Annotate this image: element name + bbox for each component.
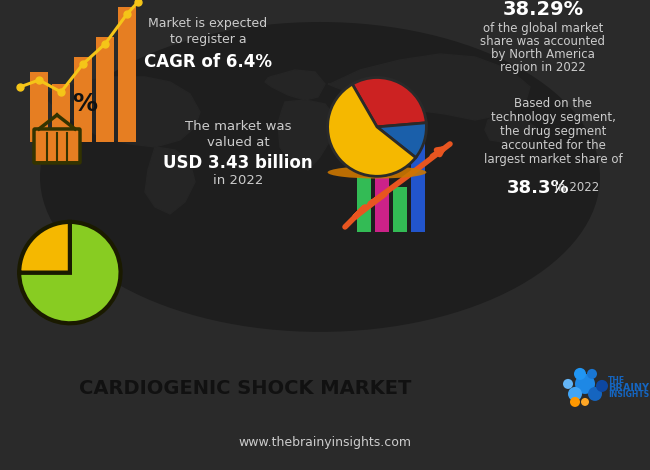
Circle shape bbox=[587, 369, 597, 379]
Circle shape bbox=[596, 380, 608, 392]
Text: The market was: The market was bbox=[185, 120, 291, 133]
Circle shape bbox=[581, 398, 589, 406]
Text: CARDIOGENIC SHOCK MARKET: CARDIOGENIC SHOCK MARKET bbox=[79, 379, 411, 399]
Circle shape bbox=[574, 368, 586, 380]
Text: CAGR of 6.4%: CAGR of 6.4% bbox=[144, 53, 272, 71]
Bar bbox=[375, 157, 389, 232]
Text: %: % bbox=[73, 92, 98, 116]
Text: accounted for the: accounted for the bbox=[500, 140, 605, 152]
Polygon shape bbox=[328, 54, 530, 120]
Wedge shape bbox=[377, 123, 426, 157]
Bar bbox=[118, 7, 136, 142]
Wedge shape bbox=[352, 78, 426, 127]
Circle shape bbox=[568, 387, 582, 401]
Bar bbox=[52, 84, 70, 142]
Text: by North America: by North America bbox=[491, 48, 595, 62]
Bar bbox=[411, 117, 425, 232]
Text: INSIGHTS: INSIGHTS bbox=[608, 391, 649, 400]
Bar bbox=[74, 57, 92, 142]
Text: of the global market: of the global market bbox=[483, 23, 603, 36]
Text: THE: THE bbox=[608, 376, 625, 385]
Ellipse shape bbox=[40, 22, 600, 332]
Text: 38.29%: 38.29% bbox=[502, 0, 584, 19]
Polygon shape bbox=[485, 114, 535, 144]
Text: www.thebrainyinsights.com: www.thebrainyinsights.com bbox=[239, 437, 411, 449]
Text: technology segment,: technology segment, bbox=[491, 111, 616, 125]
Text: valued at: valued at bbox=[207, 136, 269, 149]
Text: to register a: to register a bbox=[170, 33, 246, 47]
Bar bbox=[30, 72, 48, 142]
Text: the drug segment: the drug segment bbox=[500, 125, 606, 139]
Circle shape bbox=[570, 397, 580, 407]
Text: largest market share of: largest market share of bbox=[484, 154, 622, 166]
Wedge shape bbox=[328, 84, 416, 176]
Bar bbox=[357, 177, 371, 232]
Text: BRAINY: BRAINY bbox=[608, 383, 649, 393]
Polygon shape bbox=[145, 147, 195, 214]
Text: share was accounted: share was accounted bbox=[480, 36, 606, 48]
FancyBboxPatch shape bbox=[34, 129, 80, 163]
Text: in 2022: in 2022 bbox=[551, 181, 599, 195]
Circle shape bbox=[588, 387, 602, 401]
Text: USD 3.43 billion: USD 3.43 billion bbox=[163, 154, 313, 172]
Polygon shape bbox=[278, 100, 335, 170]
Circle shape bbox=[575, 374, 595, 394]
Circle shape bbox=[563, 379, 573, 389]
Text: Market is expected: Market is expected bbox=[148, 17, 268, 31]
Text: in 2022: in 2022 bbox=[213, 174, 263, 188]
Text: region in 2022: region in 2022 bbox=[500, 62, 586, 74]
Bar bbox=[96, 37, 114, 142]
Wedge shape bbox=[19, 222, 120, 323]
Wedge shape bbox=[19, 222, 70, 273]
Polygon shape bbox=[45, 77, 200, 147]
Polygon shape bbox=[265, 70, 325, 100]
Bar bbox=[393, 187, 407, 232]
Ellipse shape bbox=[328, 166, 426, 179]
Text: Based on the: Based on the bbox=[514, 97, 592, 110]
Text: 38.3%: 38.3% bbox=[507, 179, 569, 197]
